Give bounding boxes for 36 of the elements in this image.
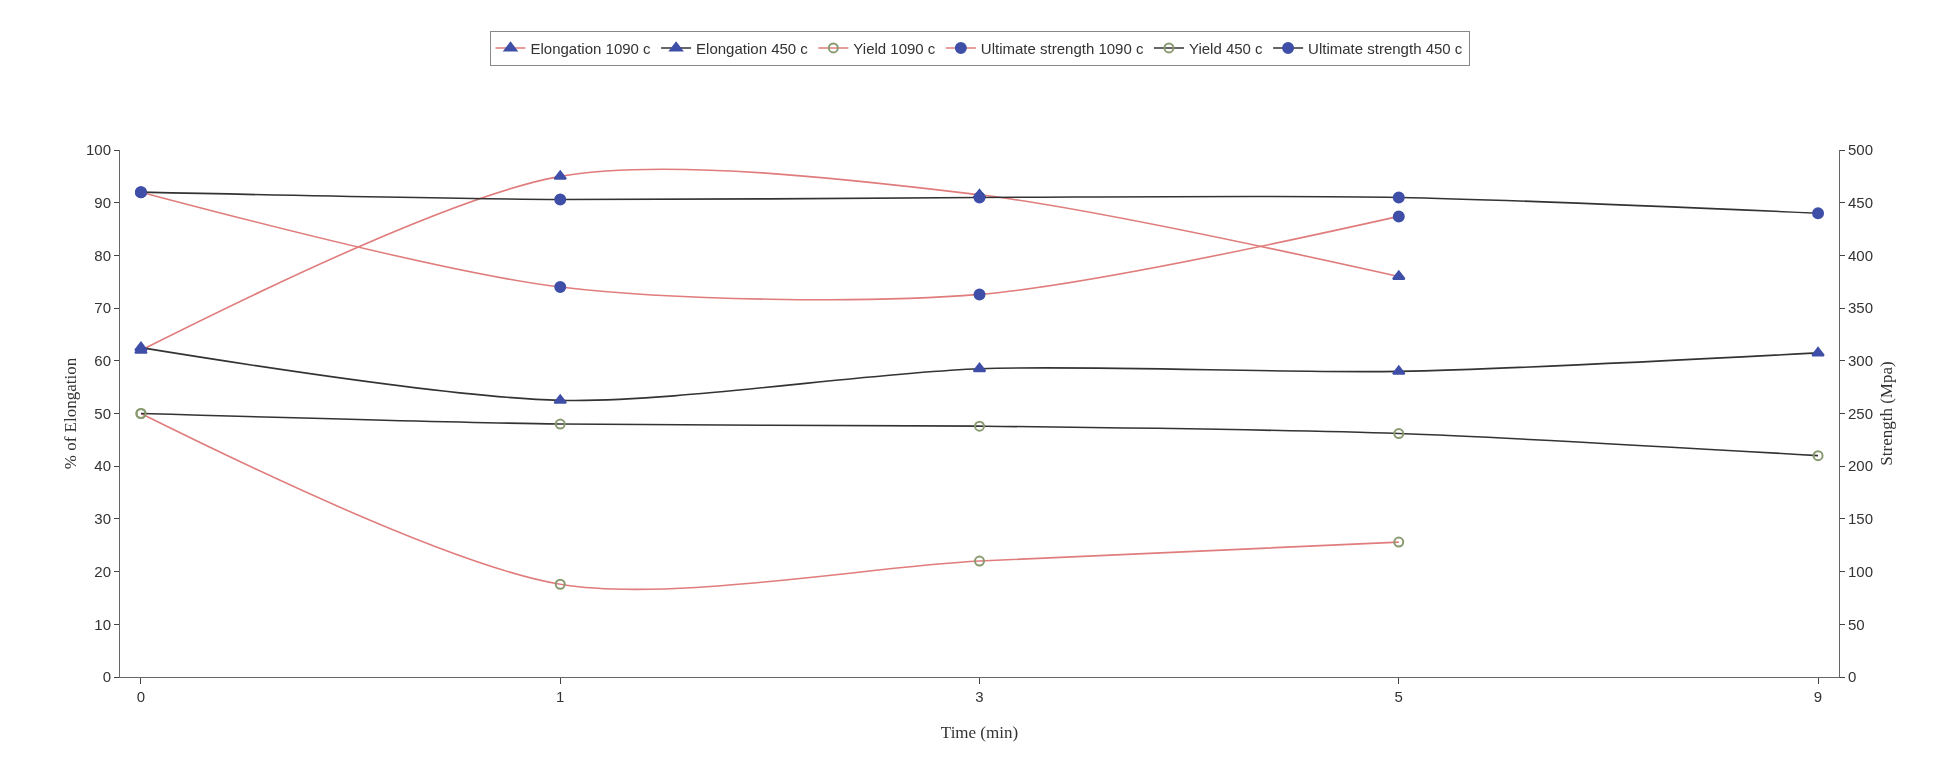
x-tick-label: 1 — [556, 688, 565, 705]
x-tick-label: 3 — [975, 688, 984, 705]
x-tick-label: 0 — [136, 688, 146, 705]
legend-label: Elongation 1090 c — [530, 39, 652, 57]
y2-tick-label: 0 — [1848, 668, 1857, 686]
legend-label: Ultimate strength 450 c — [1308, 39, 1463, 57]
y2-tick-label: 300 — [1848, 352, 1874, 370]
legend-label: Ultimate strength 1090 c — [980, 39, 1144, 57]
y-tick-label: 30 — [94, 510, 111, 528]
y2-tick-label: 350 — [1848, 299, 1874, 317]
y-axis-title: % of Elongation — [61, 357, 80, 470]
y-tick-label: 60 — [94, 352, 111, 370]
y-tick-label: 10 — [94, 615, 111, 633]
legend-label: Elongation 450 c — [696, 39, 809, 57]
y-tick-label: 50 — [94, 404, 111, 422]
y-tick-label: 20 — [94, 562, 111, 580]
y-tick-label: 70 — [94, 299, 111, 317]
y-tick-label: 100 — [85, 141, 111, 159]
y2-tick-label: 100 — [1848, 562, 1874, 580]
y2-tick-label: 50 — [1848, 615, 1865, 633]
y2-tick-label: 450 — [1848, 193, 1874, 211]
y-tick-label: 90 — [94, 193, 111, 211]
y-tick-label: 80 — [94, 246, 111, 264]
y-tick-label: 0 — [102, 668, 111, 686]
y-tick-label: 40 — [94, 457, 111, 475]
x-tick-label: 5 — [1394, 688, 1403, 705]
y2-tick-label: 400 — [1848, 246, 1874, 264]
legend-label: Yield 1090 c — [853, 39, 936, 57]
y2-tick-label: 200 — [1848, 457, 1874, 475]
y2-tick-label: 150 — [1848, 510, 1874, 528]
y2-axis-title: Strength (Mpa) — [1876, 361, 1896, 466]
legend-label: Yield 450 c — [1188, 39, 1264, 57]
x-tick-label: 9 — [1813, 688, 1823, 705]
y2-tick-label: 500 — [1848, 141, 1874, 159]
x-axis-title: Time (min) — [940, 723, 1019, 742]
y2-tick-label: 250 — [1848, 404, 1874, 422]
